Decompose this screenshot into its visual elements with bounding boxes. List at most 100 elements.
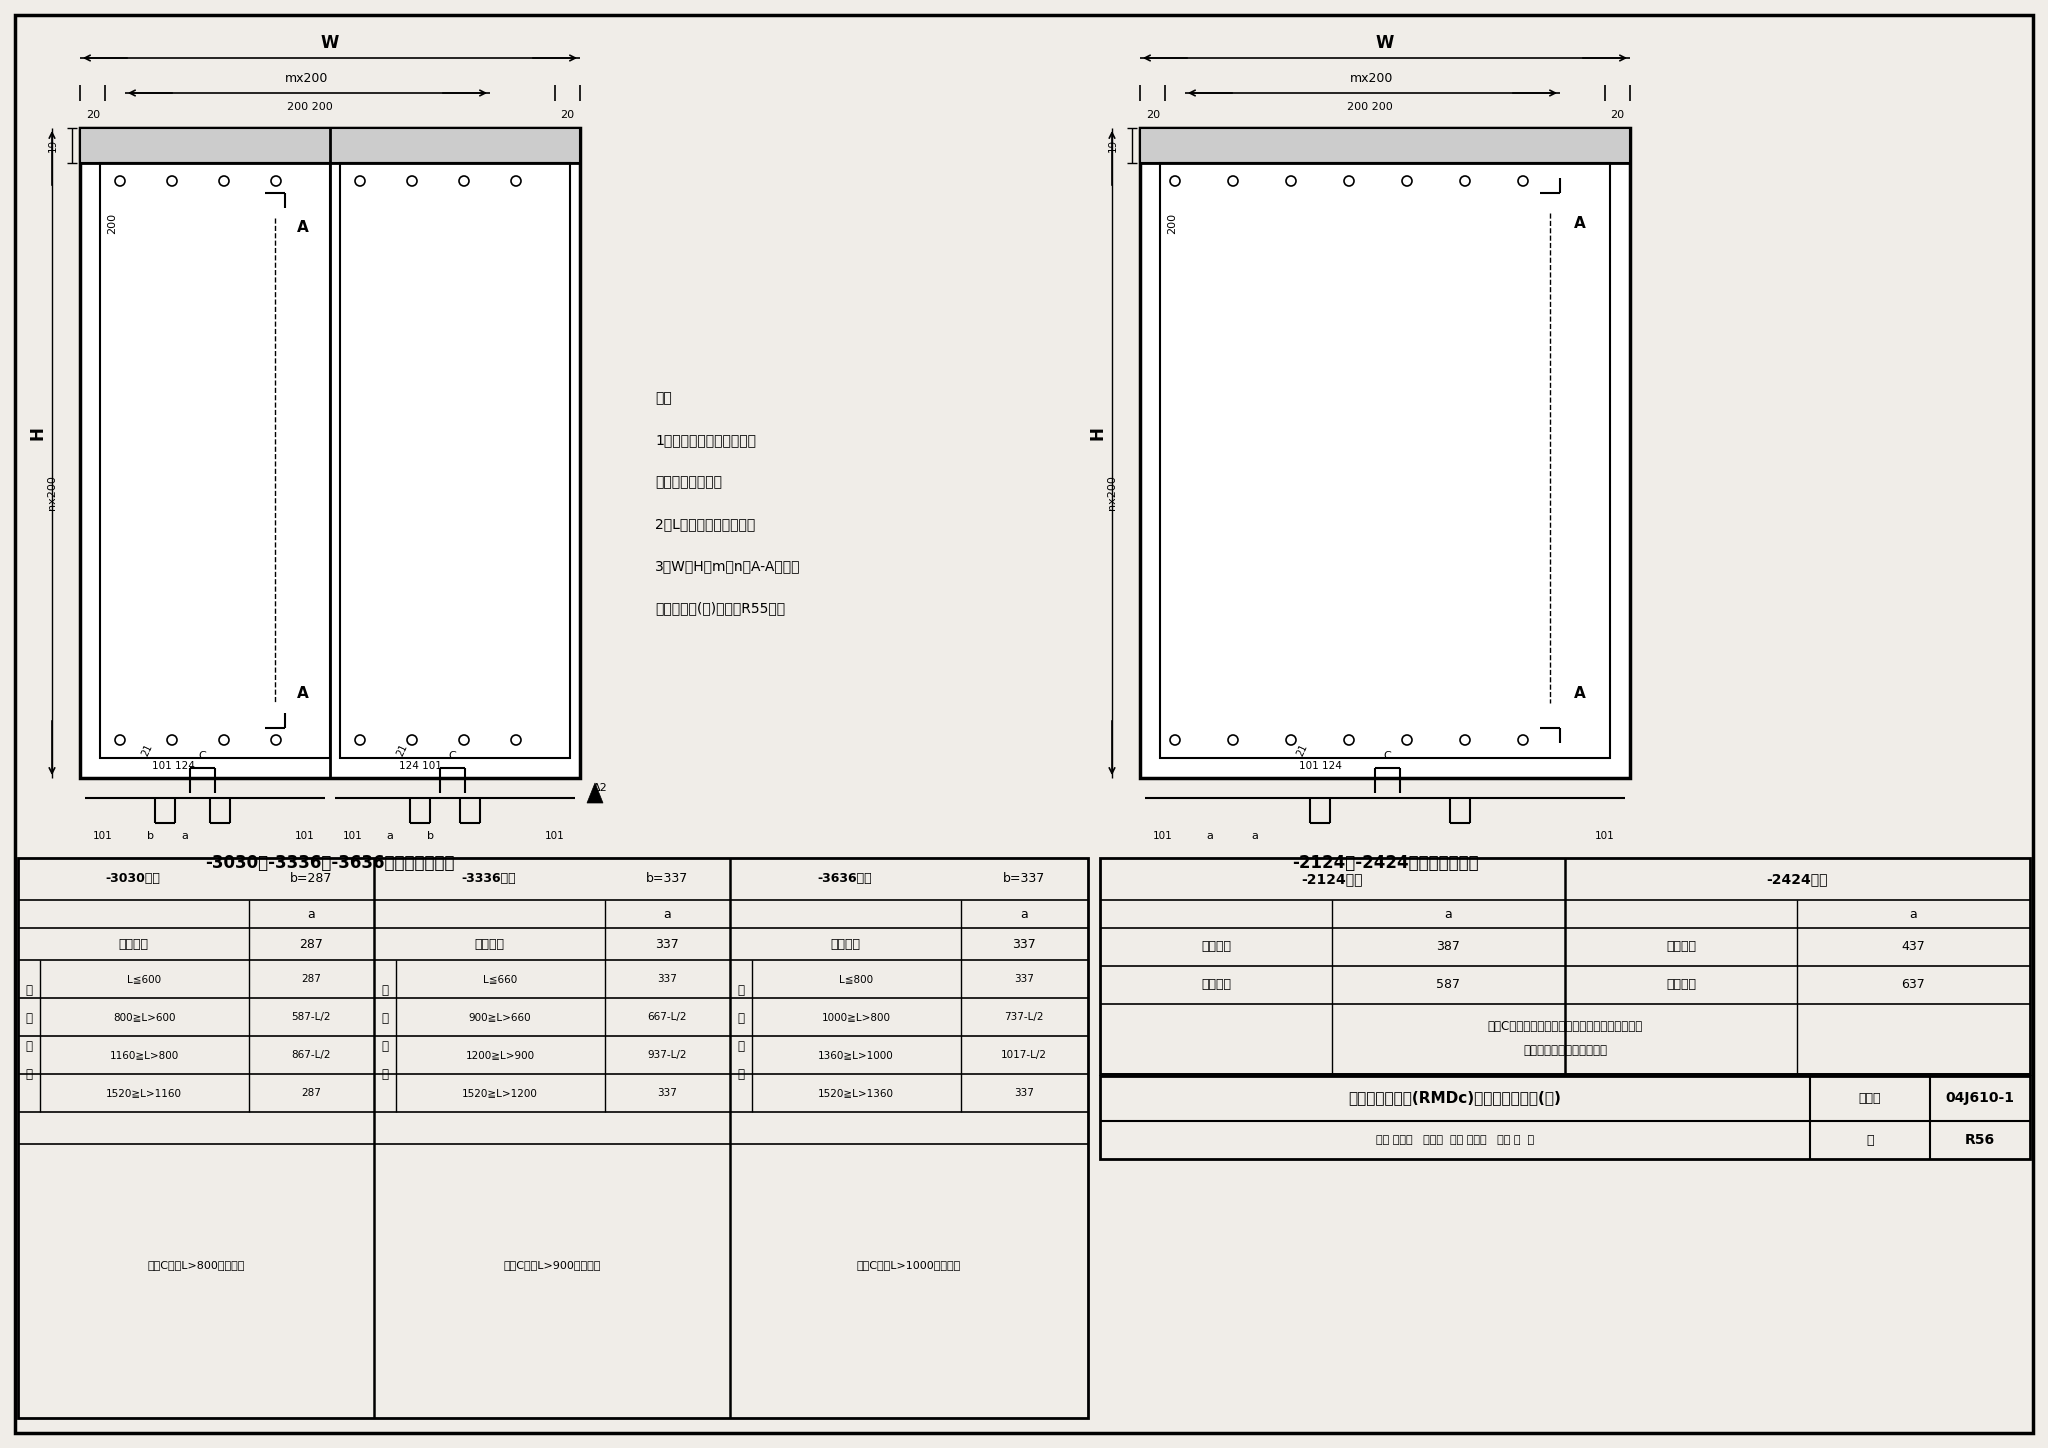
Text: 387: 387	[1436, 941, 1460, 953]
Text: 1360≧L>1000: 1360≧L>1000	[817, 1050, 893, 1060]
Text: 04J610-1: 04J610-1	[1946, 1090, 2015, 1105]
Text: 287: 287	[301, 1087, 322, 1098]
Text: C: C	[449, 752, 457, 762]
Text: a: a	[307, 908, 315, 921]
Text: 337: 337	[1012, 937, 1036, 950]
Text: 20: 20	[86, 110, 100, 120]
Bar	[1159, 164, 1610, 757]
Text: 轨: 轨	[381, 1069, 389, 1082]
Text: b=287: b=287	[291, 873, 332, 886]
Text: 19: 19	[47, 139, 57, 152]
Text: 图集号: 图集号	[1860, 1092, 1882, 1105]
Text: 337: 337	[657, 1087, 678, 1098]
Text: 2、L为轨道地沟中心距。: 2、L为轨道地沟中心距。	[655, 517, 756, 531]
Text: 637: 637	[1901, 979, 1925, 992]
Text: 地: 地	[25, 1012, 33, 1025]
Text: 667-L/2: 667-L/2	[647, 1012, 686, 1022]
Text: 587: 587	[1436, 979, 1460, 992]
Text: 587-L/2: 587-L/2	[291, 1012, 330, 1022]
Bar	[80, 127, 580, 164]
Text: H: H	[29, 426, 47, 440]
Text: 21: 21	[395, 743, 410, 757]
Text: 1520≧L>1160: 1520≧L>1160	[106, 1087, 182, 1098]
Text: A: A	[297, 220, 309, 236]
Text: a: a	[1251, 831, 1257, 841]
Text: H: H	[1090, 426, 1108, 440]
Text: 注：: 注：	[655, 391, 672, 405]
Text: 287: 287	[301, 975, 322, 985]
Text: A: A	[297, 685, 309, 701]
Text: 19: 19	[1108, 139, 1118, 152]
Text: 1160≧L>800: 1160≧L>800	[109, 1050, 178, 1060]
Text: 337: 337	[655, 937, 678, 950]
Text: W: W	[1376, 33, 1395, 52]
Text: 缺口C仅在L>800时加工。: 缺口C仅在L>800时加工。	[147, 1260, 244, 1270]
Text: 与衬铅面板(一)同，见R55页。: 与衬铅面板(一)同，见R55页。	[655, 601, 784, 615]
Text: -3636门型: -3636门型	[817, 873, 872, 886]
Text: R56: R56	[1964, 1132, 1995, 1147]
Text: a: a	[1909, 908, 1917, 921]
Text: 900≧L>660: 900≧L>660	[469, 1012, 530, 1022]
Text: 21: 21	[139, 743, 154, 757]
Text: 装有阿偏轮一侧。: 装有阿偏轮一侧。	[655, 475, 723, 489]
Text: 缺口C仅在L>1000时加工。: 缺口C仅在L>1000时加工。	[856, 1260, 961, 1270]
Text: 737-L/2: 737-L/2	[1004, 1012, 1044, 1022]
Text: 有地面轨: 有地面轨	[1200, 979, 1231, 992]
Text: 1520≧L>1360: 1520≧L>1360	[817, 1087, 895, 1098]
Text: 200 200: 200 200	[1348, 101, 1393, 111]
Bar	[18, 859, 1087, 1418]
Text: 101: 101	[1595, 831, 1616, 841]
Text: L≦660: L≦660	[483, 975, 518, 985]
Text: 287: 287	[299, 937, 324, 950]
Text: L≦800: L≦800	[840, 975, 872, 985]
Text: 20: 20	[1147, 110, 1159, 120]
Text: nx200: nx200	[47, 475, 57, 511]
Text: mx200: mx200	[1350, 72, 1395, 85]
Text: 200: 200	[1167, 213, 1178, 233]
Text: 1、本门面板安装在门骨架: 1、本门面板安装在门骨架	[655, 433, 756, 447]
Text: a: a	[182, 831, 188, 841]
Text: 轨: 轨	[25, 1069, 33, 1082]
Text: b=337: b=337	[1004, 873, 1044, 886]
Text: 1000≧L>800: 1000≧L>800	[821, 1012, 891, 1022]
Text: b: b	[147, 831, 154, 841]
Text: a: a	[387, 831, 393, 841]
Text: A: A	[1575, 685, 1585, 701]
Polygon shape	[588, 783, 602, 804]
Text: -3030、-3336、-3636衬铅门面板立面: -3030、-3336、-3636衬铅门面板立面	[205, 854, 455, 872]
Text: L≦600: L≦600	[127, 975, 162, 985]
Text: 21: 21	[1294, 743, 1309, 757]
Text: 页: 页	[1866, 1134, 1874, 1147]
Bar	[100, 164, 330, 757]
Text: -2124门型: -2124门型	[1300, 872, 1362, 886]
Text: 101 124: 101 124	[152, 762, 195, 770]
Text: a: a	[1444, 908, 1452, 921]
Text: 937-L/2: 937-L/2	[647, 1050, 686, 1060]
Text: mx200: mx200	[285, 72, 328, 85]
Text: 面: 面	[25, 1041, 33, 1054]
Text: 无地面轨: 无地面轨	[829, 937, 860, 950]
Text: 面: 面	[381, 1041, 389, 1054]
Bar	[1141, 127, 1630, 164]
Bar	[340, 164, 569, 757]
Text: 337: 337	[1014, 1087, 1034, 1098]
Text: 101: 101	[344, 831, 362, 841]
Text: 101: 101	[92, 831, 113, 841]
Text: -2424门型: -2424门型	[1765, 872, 1827, 886]
Text: 3、W、H、m、n及A-A剑面均: 3、W、H、m、n及A-A剑面均	[655, 559, 801, 573]
Text: 200: 200	[106, 213, 117, 233]
Text: -3336门型: -3336门型	[461, 873, 516, 886]
Text: 有: 有	[381, 985, 389, 998]
Text: 审核 王祖光   王小光  校对 李正则   设计 洪  森: 审核 王祖光 王小光 校对 李正则 设计 洪 森	[1376, 1135, 1534, 1145]
Text: a: a	[1020, 908, 1028, 921]
Text: 101 124: 101 124	[1298, 762, 1341, 770]
Text: 有: 有	[25, 985, 33, 998]
Text: -3030门型: -3030门型	[106, 873, 160, 886]
Text: 有: 有	[737, 985, 745, 998]
Text: -2124、-2424衬铅门面板立面: -2124、-2424衬铅门面板立面	[1292, 854, 1479, 872]
Text: 101: 101	[295, 831, 315, 841]
Text: 缺口C图示位置系用于右开门，左开门时应位于以: 缺口C图示位置系用于右开门，左开门时应位于以	[1487, 1021, 1642, 1034]
Text: 200 200: 200 200	[287, 101, 334, 111]
Text: 1200≧L>900: 1200≧L>900	[465, 1050, 535, 1060]
Text: a: a	[664, 908, 672, 921]
